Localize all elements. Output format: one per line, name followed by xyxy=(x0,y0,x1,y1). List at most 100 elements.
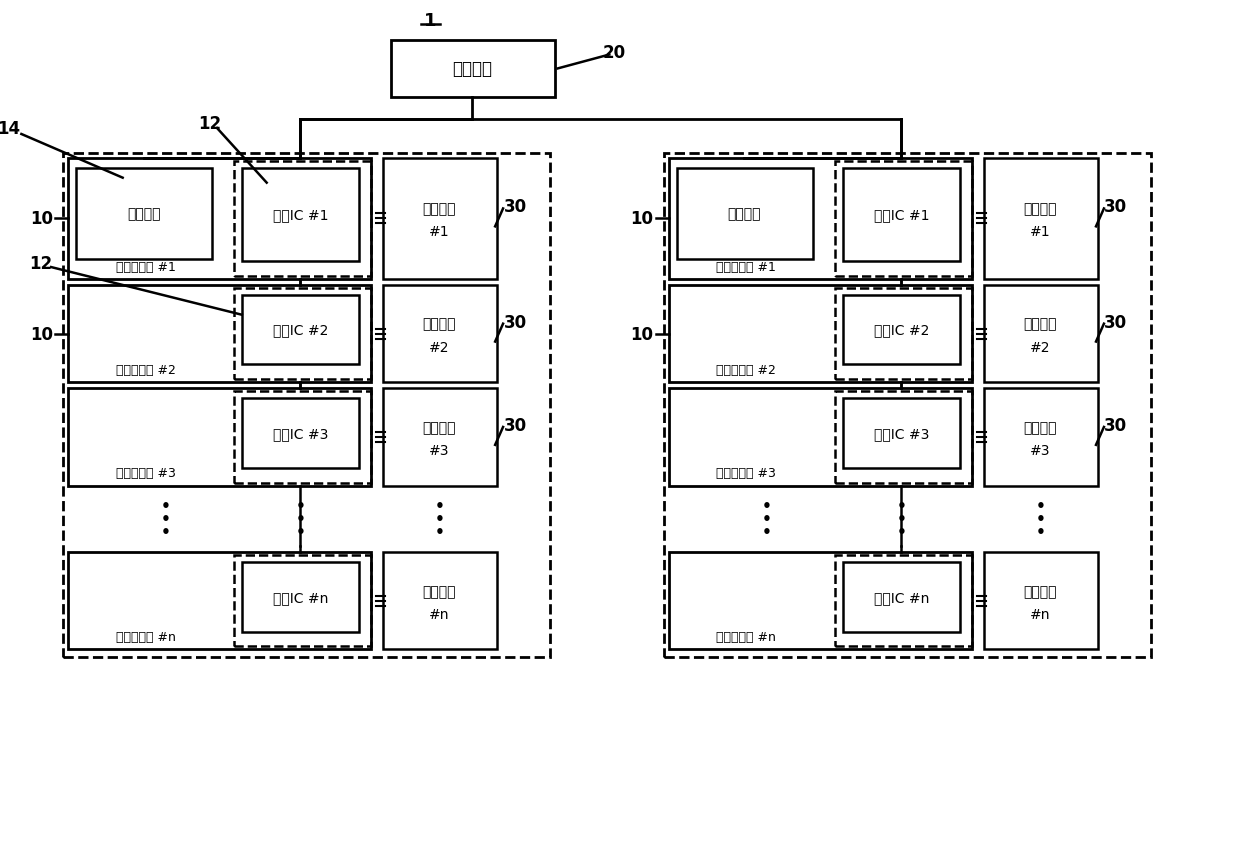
Text: 10: 10 xyxy=(631,325,653,344)
Bar xyxy=(234,555,371,647)
Text: 电池模块: 电池模块 xyxy=(1024,203,1058,216)
Bar xyxy=(391,41,554,98)
Text: 电池模块: 电池模块 xyxy=(1024,317,1058,332)
Bar xyxy=(843,295,960,365)
Text: #n: #n xyxy=(1030,607,1050,621)
Text: 电池模块: 电池模块 xyxy=(423,317,456,332)
Text: 30: 30 xyxy=(1105,198,1127,216)
Text: 从属控制部 #n: 从属控制部 #n xyxy=(115,630,175,643)
Bar xyxy=(68,389,371,486)
Bar xyxy=(76,169,212,260)
Bar xyxy=(242,295,360,365)
Bar xyxy=(668,389,972,486)
Bar xyxy=(843,398,960,468)
Bar xyxy=(668,553,972,650)
Text: #2: #2 xyxy=(429,340,450,354)
Text: #n: #n xyxy=(429,607,450,621)
Text: •: • xyxy=(897,524,906,539)
Bar xyxy=(983,389,1097,486)
Bar xyxy=(242,398,360,468)
Text: •: • xyxy=(295,524,305,539)
Bar xyxy=(835,289,972,380)
Bar xyxy=(835,555,972,647)
Text: 主控制部: 主控制部 xyxy=(453,61,492,78)
Text: 电池模块: 电池模块 xyxy=(423,584,456,598)
Bar xyxy=(234,392,371,483)
Text: 感应IC #3: 感应IC #3 xyxy=(874,426,929,441)
Bar xyxy=(68,285,371,383)
Text: 1: 1 xyxy=(424,12,436,30)
Text: #3: #3 xyxy=(429,443,450,457)
Bar xyxy=(843,169,960,262)
Bar xyxy=(63,154,549,657)
Text: 10: 10 xyxy=(30,210,53,228)
Text: #2: #2 xyxy=(1030,340,1050,354)
Text: •: • xyxy=(434,524,444,539)
Bar xyxy=(663,154,1151,657)
Text: 30: 30 xyxy=(1105,416,1127,435)
Text: •: • xyxy=(160,498,170,513)
Text: 感应IC #2: 感应IC #2 xyxy=(273,323,329,338)
Bar xyxy=(668,285,972,383)
Text: 感应IC #1: 感应IC #1 xyxy=(873,208,929,222)
Text: 30: 30 xyxy=(503,313,527,332)
Text: •: • xyxy=(434,498,444,513)
Bar xyxy=(383,285,497,383)
Text: 感应IC #1: 感应IC #1 xyxy=(273,208,329,222)
Text: •: • xyxy=(295,498,305,513)
Bar xyxy=(843,562,960,632)
Text: •: • xyxy=(761,511,771,526)
Text: 从属控制部 #2: 从属控制部 #2 xyxy=(115,364,175,376)
Text: 电池模块: 电池模块 xyxy=(1024,420,1058,435)
Text: 从属控制部 #3: 从属控制部 #3 xyxy=(115,467,175,479)
Bar xyxy=(835,392,972,483)
Text: #1: #1 xyxy=(429,225,450,239)
Text: 30: 30 xyxy=(1105,313,1127,332)
Bar xyxy=(68,159,371,279)
Text: 从属控制部 #n: 从属控制部 #n xyxy=(717,630,776,643)
Text: •: • xyxy=(761,498,771,513)
Bar xyxy=(383,389,497,486)
Bar xyxy=(234,289,371,380)
Text: 30: 30 xyxy=(503,416,527,435)
Text: 20: 20 xyxy=(603,44,626,62)
Text: •: • xyxy=(897,511,906,526)
Text: 微控制器: 微控制器 xyxy=(126,207,160,221)
Text: •: • xyxy=(295,511,305,526)
Text: 感应IC #n: 感应IC #n xyxy=(273,590,329,604)
Text: 从属控制部 #2: 从属控制部 #2 xyxy=(717,364,776,376)
Text: •: • xyxy=(434,511,444,526)
Bar xyxy=(242,169,360,262)
Bar xyxy=(983,285,1097,383)
Text: •: • xyxy=(160,511,170,526)
Text: 10: 10 xyxy=(30,325,53,344)
Bar xyxy=(983,553,1097,650)
Text: •: • xyxy=(897,498,906,513)
Bar xyxy=(677,169,813,260)
Bar xyxy=(383,159,497,279)
Text: 14: 14 xyxy=(0,120,20,138)
Text: •: • xyxy=(761,524,771,539)
Text: •: • xyxy=(1035,511,1045,526)
Text: 12: 12 xyxy=(198,115,222,133)
Bar xyxy=(835,161,972,277)
Text: •: • xyxy=(160,524,170,539)
Bar xyxy=(383,553,497,650)
Text: 从属控制部 #3: 从属控制部 #3 xyxy=(717,467,776,479)
Text: 电池模块: 电池模块 xyxy=(423,420,456,435)
Text: 10: 10 xyxy=(631,210,653,228)
Text: 感应IC #3: 感应IC #3 xyxy=(273,426,329,441)
Text: 30: 30 xyxy=(503,198,527,216)
Text: 微控制器: 微控制器 xyxy=(728,207,761,221)
Text: #1: #1 xyxy=(1030,225,1050,239)
Text: •: • xyxy=(1035,524,1045,539)
Bar xyxy=(242,562,360,632)
Text: 从属控制部 #1: 从属控制部 #1 xyxy=(717,260,776,273)
Text: 感应IC #2: 感应IC #2 xyxy=(874,323,929,338)
Text: 电池模块: 电池模块 xyxy=(423,203,456,216)
Bar xyxy=(68,553,371,650)
Text: •: • xyxy=(1035,498,1045,513)
Bar xyxy=(668,159,972,279)
Text: #3: #3 xyxy=(1030,443,1050,457)
Text: 12: 12 xyxy=(30,255,53,273)
